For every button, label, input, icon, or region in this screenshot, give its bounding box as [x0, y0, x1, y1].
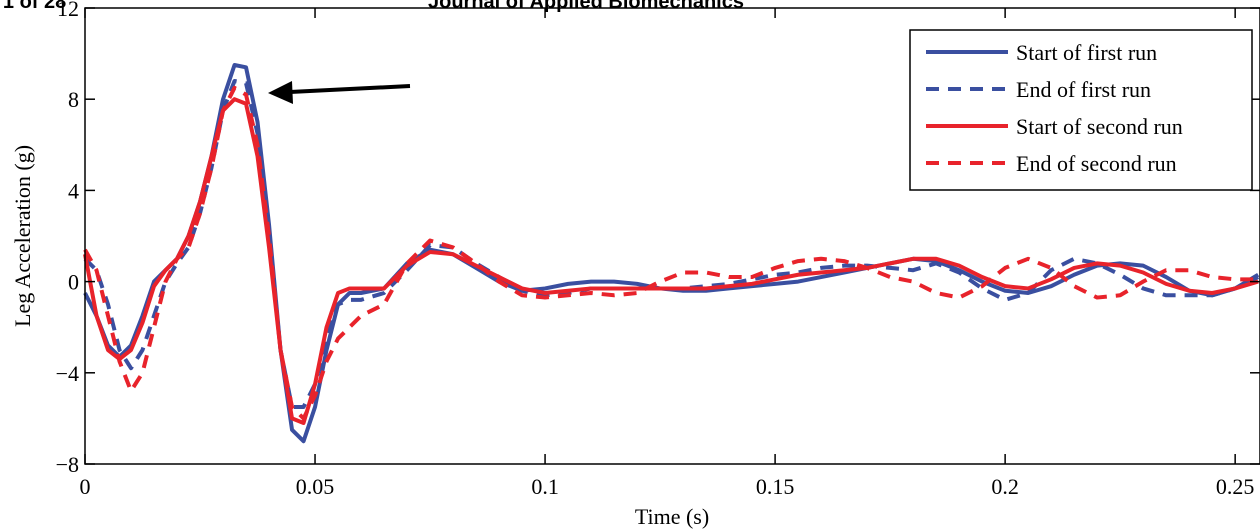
legend: Start of first run End of first run Start … — [909, 29, 1253, 191]
legend-box — [909, 29, 1253, 191]
y-axis-label: Leg Acceleration (g) — [10, 145, 35, 327]
x-tick-label: 0.05 — [296, 474, 335, 499]
arrow-shaft — [289, 84, 411, 94]
legend-label: Start of first run — [1016, 40, 1157, 65]
x-tick-label: 0.1 — [531, 474, 559, 499]
series-line — [83, 78, 1260, 409]
x-axis-label: Time (s) — [635, 504, 709, 529]
y-tick-label: 8 — [68, 87, 79, 112]
series-line — [83, 97, 1259, 425]
legend-label: End of second run — [1016, 151, 1177, 176]
arrow-head — [268, 81, 293, 104]
x-tick-label: 0.15 — [756, 474, 795, 499]
plot-lines — [83, 63, 1260, 444]
y-tick-label: 4 — [68, 178, 79, 203]
x-tick-label: 0.25 — [1216, 474, 1255, 499]
y-tick-label: −8 — [56, 452, 79, 477]
journal-title: Journal of Applied Biomechanics — [428, 0, 744, 13]
y-tick-label: 0 — [68, 270, 79, 295]
x-tick-label: 0.2 — [991, 474, 1019, 499]
x-tick-label: 0 — [80, 474, 91, 499]
y-tick-label: 12 — [57, 0, 79, 21]
legend-label: End of first run — [1016, 77, 1151, 102]
plot-frame — [84, 7, 1260, 465]
y-tick-label: −4 — [56, 361, 79, 386]
legend-label: Start of second run — [1016, 114, 1183, 139]
page-number: ge 1 of 28 — [0, 0, 66, 13]
